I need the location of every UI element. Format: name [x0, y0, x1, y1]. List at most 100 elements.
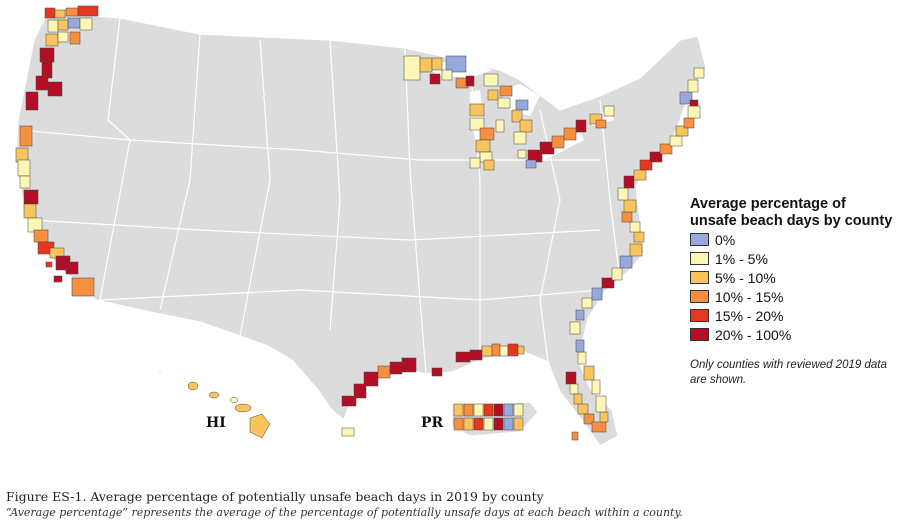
county-block	[431, 57, 443, 71]
county-block	[591, 379, 601, 395]
county-block	[507, 343, 519, 357]
legend-label: 20% - 100%	[715, 326, 792, 343]
legend-item: 1% - 5%	[690, 249, 895, 268]
county-block	[469, 103, 485, 117]
hawaii	[157, 368, 271, 439]
county-block	[513, 403, 524, 417]
county-block	[389, 361, 403, 375]
county-block	[623, 199, 637, 213]
legend-label: 15% - 20%	[715, 307, 784, 324]
county-block	[463, 417, 474, 431]
county-block	[71, 277, 95, 297]
legend-label: 10% - 15%	[715, 288, 784, 305]
county-block	[517, 345, 525, 355]
county-block	[479, 127, 495, 141]
legend-swatch	[690, 271, 709, 284]
legend-title: Average percentage of unsafe beach days …	[690, 196, 893, 229]
legend-label: 5% - 10%	[715, 269, 776, 286]
county-block	[563, 127, 577, 141]
county-block	[39, 47, 55, 63]
county-block	[67, 17, 81, 29]
figure-caption: Figure ES-1. Average percentage of poten…	[6, 489, 896, 519]
county-block	[595, 395, 607, 413]
county-block	[17, 159, 31, 177]
county-block	[45, 261, 53, 268]
county-block	[487, 89, 499, 101]
county-block	[591, 287, 603, 301]
county-block	[469, 349, 483, 361]
county-block	[495, 119, 505, 133]
legend-swatch	[690, 252, 709, 265]
county-block	[683, 117, 695, 129]
county-block	[65, 261, 79, 275]
county-block	[341, 427, 355, 437]
county-block	[569, 321, 581, 335]
county-block	[23, 189, 39, 205]
county-block	[353, 383, 367, 399]
county-block	[57, 19, 69, 31]
county-block	[429, 73, 441, 85]
county-block	[513, 417, 524, 431]
county-block	[591, 421, 607, 433]
county-block	[25, 91, 39, 111]
county-block	[583, 413, 595, 425]
caption-subtitle: “Average percentage” represents the aver…	[6, 506, 683, 519]
county-block	[419, 57, 433, 73]
county-block	[469, 117, 485, 131]
county-block	[519, 119, 533, 133]
legend-label: 0%	[715, 231, 736, 248]
county-block	[455, 351, 471, 363]
legend-swatch	[690, 290, 709, 303]
county-block	[575, 309, 585, 321]
county-block	[575, 339, 585, 353]
county-block	[363, 371, 379, 387]
coastal-counties	[15, 5, 705, 441]
legend-swatch	[690, 233, 709, 246]
county-block	[403, 55, 421, 81]
county-block	[53, 275, 63, 283]
county-block	[481, 345, 493, 357]
county-block	[41, 61, 53, 79]
county-block	[473, 417, 484, 431]
legend-items: 0% 1% - 5% 5% - 10% 10% - 15% 15% - 20% 20% -…	[690, 230, 895, 344]
legend-item: 15% - 20%	[690, 306, 895, 325]
hi-label: HI	[206, 415, 226, 431]
legend-swatch	[690, 309, 709, 322]
county-block	[465, 75, 475, 87]
county-block	[649, 151, 663, 163]
county-block	[483, 159, 495, 171]
county-block	[569, 383, 579, 395]
us-beach-map: HI PR	[15, 5, 707, 447]
county-block	[23, 203, 37, 219]
county-block	[577, 403, 589, 415]
legend-item: 20% - 100%	[690, 325, 895, 344]
county-block	[659, 143, 673, 155]
county-block	[619, 255, 633, 269]
county-block	[47, 19, 59, 33]
county-block	[503, 403, 514, 417]
county-block	[463, 403, 474, 417]
county-block	[621, 211, 633, 223]
county-block	[675, 125, 689, 137]
county-block	[623, 175, 635, 189]
county-block	[54, 9, 66, 19]
county-block	[77, 5, 99, 17]
county-block	[33, 229, 49, 243]
county-block	[525, 159, 537, 169]
county-block	[47, 81, 63, 97]
county-block	[575, 119, 587, 133]
county-block	[499, 345, 509, 357]
county-block	[571, 431, 579, 441]
county-block	[341, 395, 357, 407]
county-block	[693, 67, 705, 79]
pr-label: PR	[421, 415, 444, 431]
county-block	[483, 403, 494, 417]
us-mainland	[15, 11, 707, 447]
county-block	[595, 119, 607, 129]
county-block	[515, 99, 529, 111]
county-block	[69, 31, 81, 45]
county-block	[483, 73, 499, 87]
county-block	[503, 417, 514, 431]
county-block	[617, 187, 629, 201]
county-block	[441, 69, 453, 81]
